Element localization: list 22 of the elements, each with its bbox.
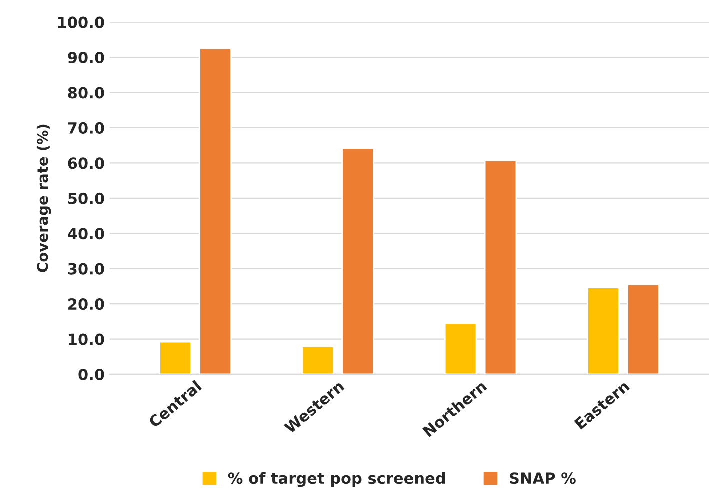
- bar: [444, 322, 478, 374]
- y-tick-label: 30.0: [68, 263, 104, 275]
- bar: [159, 341, 192, 374]
- y-tick-label: 0.0: [78, 368, 104, 380]
- y-tick-label: 50.0: [68, 192, 104, 204]
- bar: [342, 148, 374, 374]
- y-tick-label: 40.0: [68, 228, 104, 240]
- bar: [199, 48, 232, 374]
- legend-label: SNAP %: [510, 472, 576, 484]
- y-tick-label: 100.0: [58, 16, 104, 28]
- y-axis-title: Coverage rate (%): [36, 124, 52, 272]
- bar: [484, 160, 518, 374]
- y-tick-label: 60.0: [68, 158, 104, 170]
- bar: [627, 284, 660, 374]
- y-tick-label: 80.0: [68, 87, 104, 99]
- y-tick-label: 90.0: [68, 52, 104, 64]
- bar: [302, 346, 335, 374]
- legend-label: % of target pop screened: [228, 472, 446, 488]
- y-tick-label: 70.0: [68, 122, 104, 134]
- y-tick-label: 10.0: [69, 334, 104, 346]
- bar: [587, 287, 620, 374]
- y-tick-label: 20.0: [68, 298, 104, 310]
